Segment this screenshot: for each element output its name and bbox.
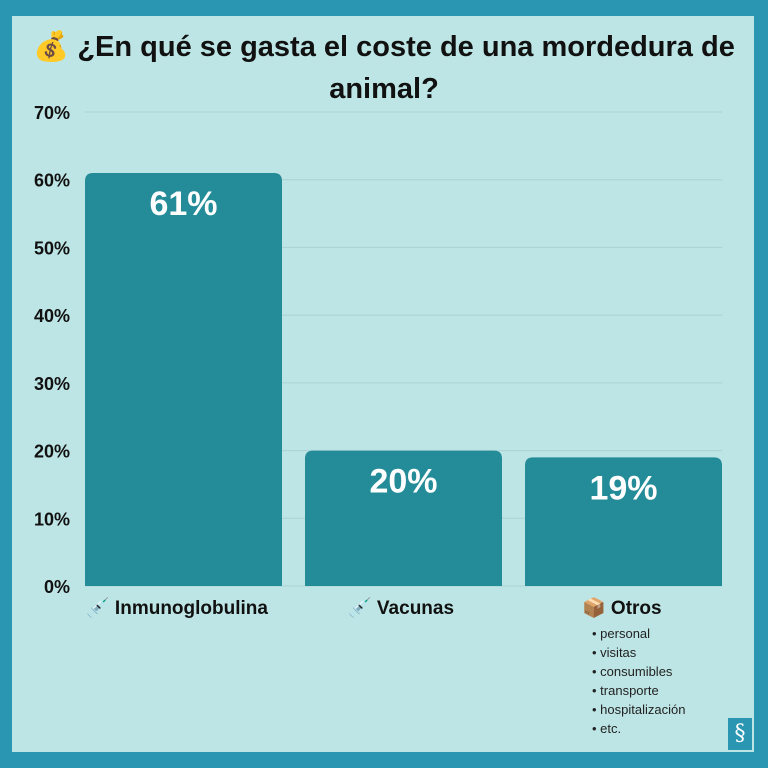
list-item: etc. xyxy=(592,719,685,738)
bar xyxy=(305,450,502,586)
y-tick-label: 30% xyxy=(34,374,70,394)
y-tick-label: 10% xyxy=(34,509,70,529)
y-tick-label: 60% xyxy=(34,171,70,191)
y-tick-label: 50% xyxy=(34,238,70,258)
chart-title: 💰 ¿En qué se gasta el coste de una morde… xyxy=(33,31,735,105)
otros-breakdown-list: personal visitas consumibles transporte … xyxy=(592,624,685,738)
y-tick-label: 70% xyxy=(34,103,70,123)
category-label-vacunas: 💉 Vacunas xyxy=(348,598,455,619)
list-item: transporte xyxy=(592,681,685,700)
data-label: 61% xyxy=(149,185,217,223)
y-tick-label: 20% xyxy=(34,442,70,462)
list-item: hospitalización xyxy=(592,700,685,719)
bar xyxy=(85,172,282,586)
list-item: consumibles xyxy=(592,662,685,681)
list-item: visitas xyxy=(592,643,685,662)
bar xyxy=(525,457,722,586)
logo-icon: § xyxy=(728,718,752,750)
data-label: 19% xyxy=(589,469,657,507)
y-tick-label: 40% xyxy=(34,306,70,326)
y-tick-label: 0% xyxy=(44,577,70,597)
list-item: personal xyxy=(592,624,685,643)
category-label-inmunoglobulina: 💉 Inmunoglobulina xyxy=(86,598,268,619)
data-label: 20% xyxy=(369,463,437,501)
category-label-otros: 📦 Otros xyxy=(582,598,662,619)
